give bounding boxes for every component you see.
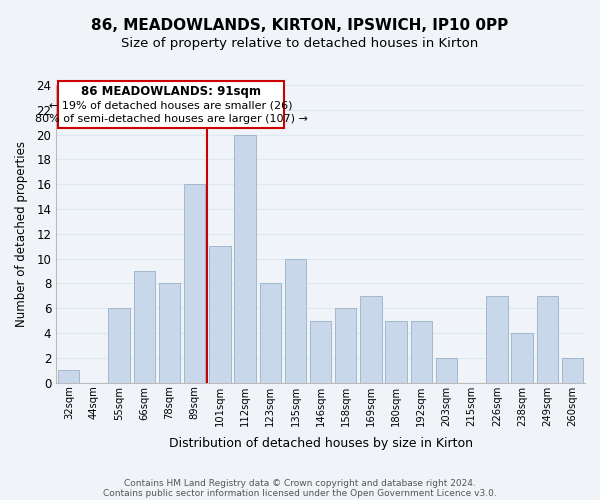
Bar xyxy=(310,320,331,382)
Bar xyxy=(209,246,230,382)
Bar xyxy=(536,296,558,382)
Bar xyxy=(360,296,382,382)
Bar xyxy=(436,358,457,382)
Bar xyxy=(410,320,432,382)
Text: Size of property relative to detached houses in Kirton: Size of property relative to detached ho… xyxy=(121,38,479,51)
Bar xyxy=(486,296,508,382)
Bar xyxy=(235,134,256,382)
Bar xyxy=(58,370,79,382)
Bar xyxy=(159,284,180,382)
Bar xyxy=(184,184,205,382)
Text: 86, MEADOWLANDS, KIRTON, IPSWICH, IP10 0PP: 86, MEADOWLANDS, KIRTON, IPSWICH, IP10 0… xyxy=(91,18,509,32)
Text: ← 19% of detached houses are smaller (26): ← 19% of detached houses are smaller (26… xyxy=(49,100,293,110)
Bar xyxy=(134,271,155,382)
Bar xyxy=(109,308,130,382)
Bar xyxy=(562,358,583,382)
Text: 86 MEADOWLANDS: 91sqm: 86 MEADOWLANDS: 91sqm xyxy=(81,86,261,98)
FancyBboxPatch shape xyxy=(58,82,284,128)
Bar xyxy=(385,320,407,382)
Bar xyxy=(285,258,306,382)
Bar xyxy=(335,308,356,382)
Text: Contains public sector information licensed under the Open Government Licence v3: Contains public sector information licen… xyxy=(103,488,497,498)
Text: Contains HM Land Registry data © Crown copyright and database right 2024.: Contains HM Land Registry data © Crown c… xyxy=(124,478,476,488)
Text: 80% of semi-detached houses are larger (107) →: 80% of semi-detached houses are larger (… xyxy=(35,114,308,124)
Bar xyxy=(260,284,281,382)
X-axis label: Distribution of detached houses by size in Kirton: Distribution of detached houses by size … xyxy=(169,437,473,450)
Y-axis label: Number of detached properties: Number of detached properties xyxy=(15,141,28,327)
Bar xyxy=(511,333,533,382)
